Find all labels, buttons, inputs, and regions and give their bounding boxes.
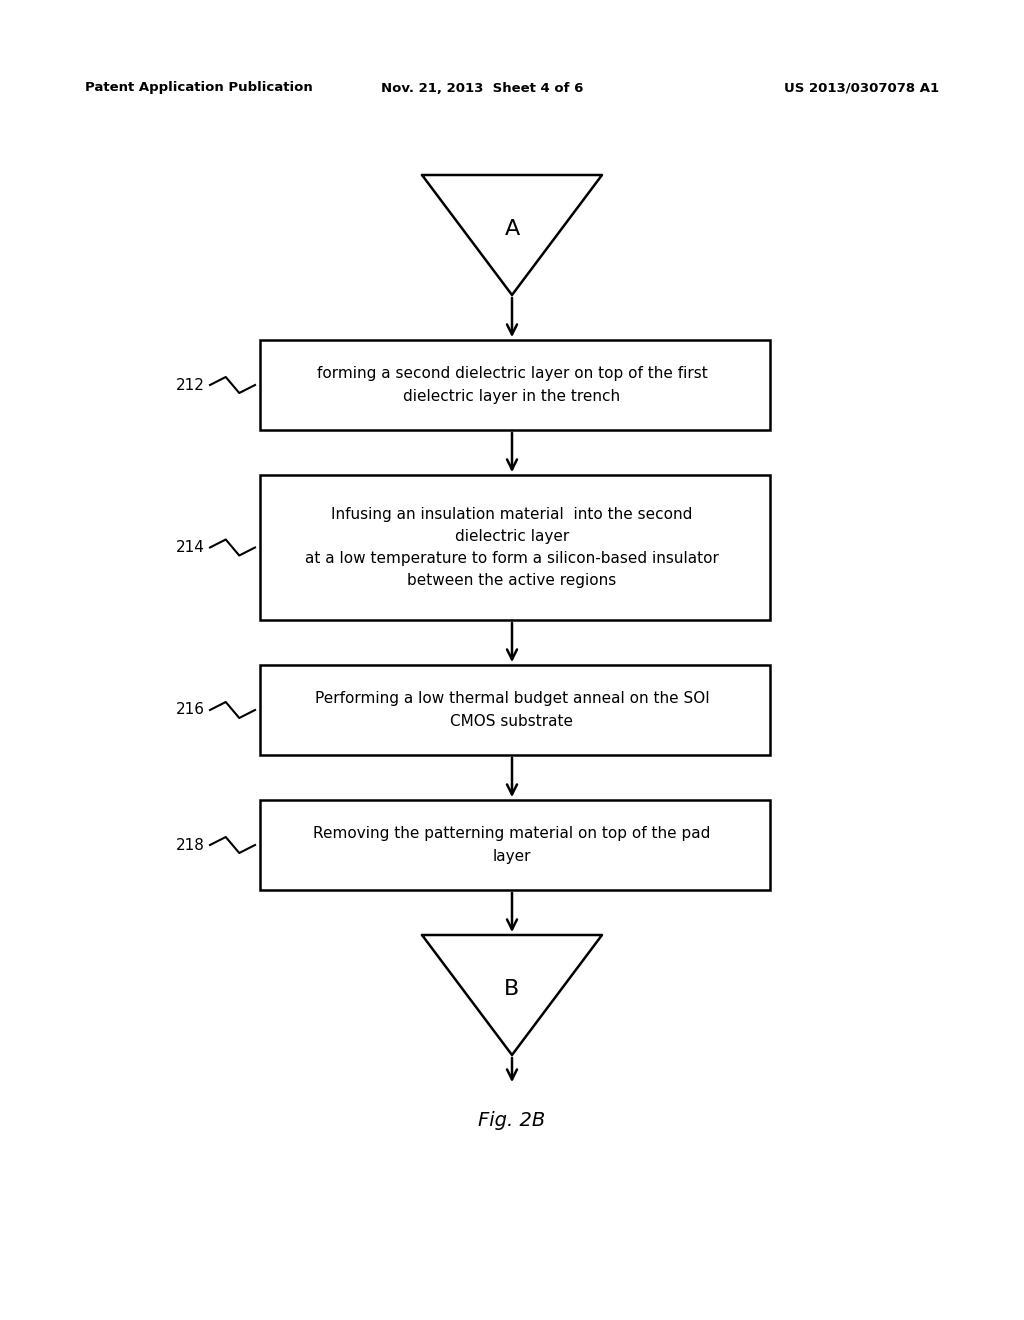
Text: 216: 216 [176, 702, 205, 718]
Text: Patent Application Publication: Patent Application Publication [85, 82, 312, 95]
Text: forming a second dielectric layer on top of the first
dielectric layer in the tr: forming a second dielectric layer on top… [316, 367, 708, 404]
Bar [260, 800, 770, 890]
Text: Infusing an insulation material  into the second
dielectric layer
at a low tempe: Infusing an insulation material into the… [305, 507, 719, 589]
Text: 218: 218 [176, 837, 205, 853]
Bar [260, 475, 770, 620]
Text: Performing a low thermal budget anneal on the SOI
CMOS substrate: Performing a low thermal budget anneal o… [314, 692, 710, 729]
Bar [260, 341, 770, 430]
Text: Removing the patterning material on top of the pad
layer: Removing the patterning material on top … [313, 826, 711, 863]
Bar [260, 665, 770, 755]
Text: 212: 212 [176, 378, 205, 392]
Text: US 2013/0307078 A1: US 2013/0307078 A1 [784, 82, 939, 95]
Text: A: A [505, 219, 519, 239]
Text: 214: 214 [176, 540, 205, 554]
Text: B: B [505, 979, 519, 999]
Text: Nov. 21, 2013  Sheet 4 of 6: Nov. 21, 2013 Sheet 4 of 6 [381, 82, 584, 95]
Text: Fig. 2B: Fig. 2B [478, 1110, 546, 1130]
